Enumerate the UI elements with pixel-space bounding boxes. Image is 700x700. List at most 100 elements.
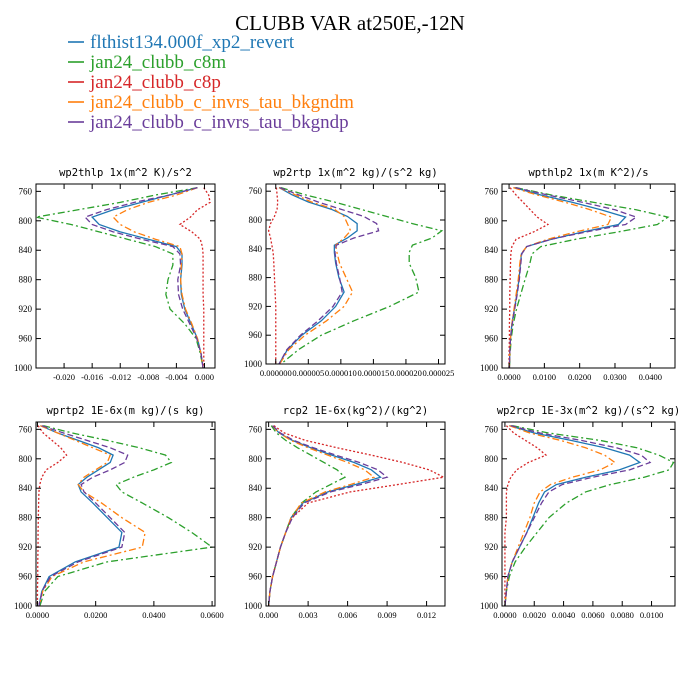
x-tick-label: -0.020: [53, 372, 75, 382]
x-tick-label: 0.000010: [325, 368, 357, 378]
series-line: [504, 425, 548, 606]
panel-title: wp2rtp 1x(m^2 kg)/(s^2 kg): [273, 167, 437, 179]
legend-label: jan24_clubb_c_invrs_tau_bkgndm: [89, 92, 354, 113]
panel-title: rcp2 1E-6x(kg^2)/(kg^2): [283, 405, 428, 417]
legend-label: jan24_clubb_c8m: [89, 52, 226, 73]
x-tick-label: 0.0040: [552, 610, 575, 620]
series-line: [267, 425, 347, 606]
x-tick-label: 0.000015: [357, 368, 389, 378]
y-tick-label: 800: [19, 216, 33, 226]
x-tick-label: 0.012: [417, 610, 436, 620]
y-tick-label: 760: [19, 424, 33, 434]
series-line: [112, 187, 204, 368]
y-tick-label: 960: [485, 572, 499, 582]
y-tick-label: 760: [485, 424, 499, 434]
x-tick-label: -0.012: [109, 372, 131, 382]
y-tick-label: 800: [485, 216, 499, 226]
x-tick-label: -0.008: [137, 372, 159, 382]
series-line: [90, 187, 204, 368]
y-tick-label: 840: [485, 245, 499, 255]
series-line: [508, 187, 627, 368]
legend-label: jan24_clubb_c_invrs_tau_bkgndp: [89, 112, 349, 133]
series-line: [36, 425, 68, 606]
series-line: [267, 425, 445, 606]
legend-label: flthist134.000f_xp2_revert: [90, 32, 295, 53]
x-tick-label: 0.0080: [611, 610, 634, 620]
x-tick-label: 0.006: [338, 610, 357, 620]
series-line: [504, 425, 617, 606]
x-tick-label: 0.003: [299, 610, 318, 620]
y-tick-label: 840: [249, 483, 263, 493]
legend-entry: jan24_clubb_c_invrs_tau_bkgndp: [68, 112, 349, 133]
y-tick-label: 880: [249, 273, 263, 283]
x-tick-label: 0.0300: [603, 372, 626, 382]
series-line: [38, 425, 129, 606]
y-tick-label: 960: [249, 572, 263, 582]
y-tick-label: 920: [485, 304, 499, 314]
y-tick-label: 880: [485, 275, 499, 285]
series-line: [508, 187, 613, 368]
panel-title: wp2thlp 1x(m^2 K)/s^2: [59, 167, 192, 179]
plot-frame: [501, 421, 676, 607]
series-line: [278, 186, 380, 364]
x-tick-label: 0.000: [259, 610, 278, 620]
x-tick-label: 0.0060: [581, 610, 604, 620]
series-line: [38, 425, 146, 606]
figure-title: CLUBB VAR at250E,-12N: [235, 11, 465, 35]
y-tick-label: 760: [485, 186, 499, 196]
series-line: [267, 425, 389, 606]
series-group: [267, 425, 445, 606]
chart-panel: wp2rcp 1E-3x(m^2 kg)/(s^2 kg) 760 800 840 88…: [480, 405, 680, 620]
y-tick-label: 880: [249, 513, 263, 523]
y-tick-label: 1000: [14, 601, 33, 611]
chart-panel: wp2rtp 1x(m^2 kg)/(s^2 kg) 760 800 840 880 92…: [244, 167, 454, 378]
y-tick-label: 920: [19, 542, 33, 552]
series-line: [504, 425, 675, 606]
series-group: [267, 186, 444, 364]
series-line: [36, 187, 204, 368]
series-line: [178, 187, 211, 368]
y-tick-label: 840: [19, 483, 33, 493]
series-group: [36, 187, 211, 368]
y-tick-label: 840: [485, 483, 499, 493]
y-tick-label: 880: [19, 513, 33, 523]
series-line: [504, 425, 652, 606]
y-tick-label: 920: [249, 542, 263, 552]
chart-panel: wprtp2 1E-6x(m kg)/(s kg) 760 800 840 880 920…: [14, 405, 224, 620]
y-tick-label: 1000: [480, 601, 499, 611]
series-line: [508, 187, 550, 368]
series-line: [38, 425, 123, 606]
y-tick-label: 800: [485, 454, 499, 464]
x-tick-label: 0.000005: [292, 368, 324, 378]
panels: wp2thlp 1x(m^2 K)/s^2 760 800 840 880 920 960 1…: [14, 167, 680, 620]
x-tick-label: 0.0100: [533, 372, 556, 382]
y-tick-label: 920: [249, 301, 263, 311]
legend-entry: jan24_clubb_c8p: [68, 72, 221, 93]
series-line: [83, 187, 204, 368]
legend: flthist134.000f_xp2_revertjan24_clubb_c8…: [68, 32, 354, 133]
x-tick-label: 0.000025: [423, 368, 455, 378]
plot-frame: [35, 421, 216, 607]
legend-entry: flthist134.000f_xp2_revert: [68, 32, 295, 53]
x-tick-label: 0.0020: [523, 610, 546, 620]
legend-entry: jan24_clubb_c8m: [68, 52, 226, 73]
x-tick-label: 0.000: [195, 372, 214, 382]
x-tick-label: -0.004: [165, 372, 188, 382]
y-tick-label: 840: [19, 245, 33, 255]
plot-frame: [265, 421, 446, 607]
y-tick-label: 920: [485, 542, 499, 552]
y-tick-label: 880: [485, 513, 499, 523]
y-tick-label: 960: [19, 572, 33, 582]
y-tick-label: 760: [19, 186, 33, 196]
series-group: [504, 425, 675, 606]
y-tick-label: 920: [19, 304, 33, 314]
x-tick-label: 0.0000: [26, 610, 49, 620]
x-tick-label: 0.0400: [639, 372, 662, 382]
x-tick-label: 0.0000: [493, 610, 516, 620]
panel-title: wpthlp2 1x(m K^2)/s: [528, 167, 648, 179]
y-tick-label: 960: [19, 334, 33, 344]
y-tick-label: 840: [249, 244, 263, 254]
chart-panel: rcp2 1E-6x(kg^2)/(kg^2) 760 800 840 880 920 96…: [244, 405, 446, 620]
x-tick-label: 0.0200: [84, 610, 107, 620]
